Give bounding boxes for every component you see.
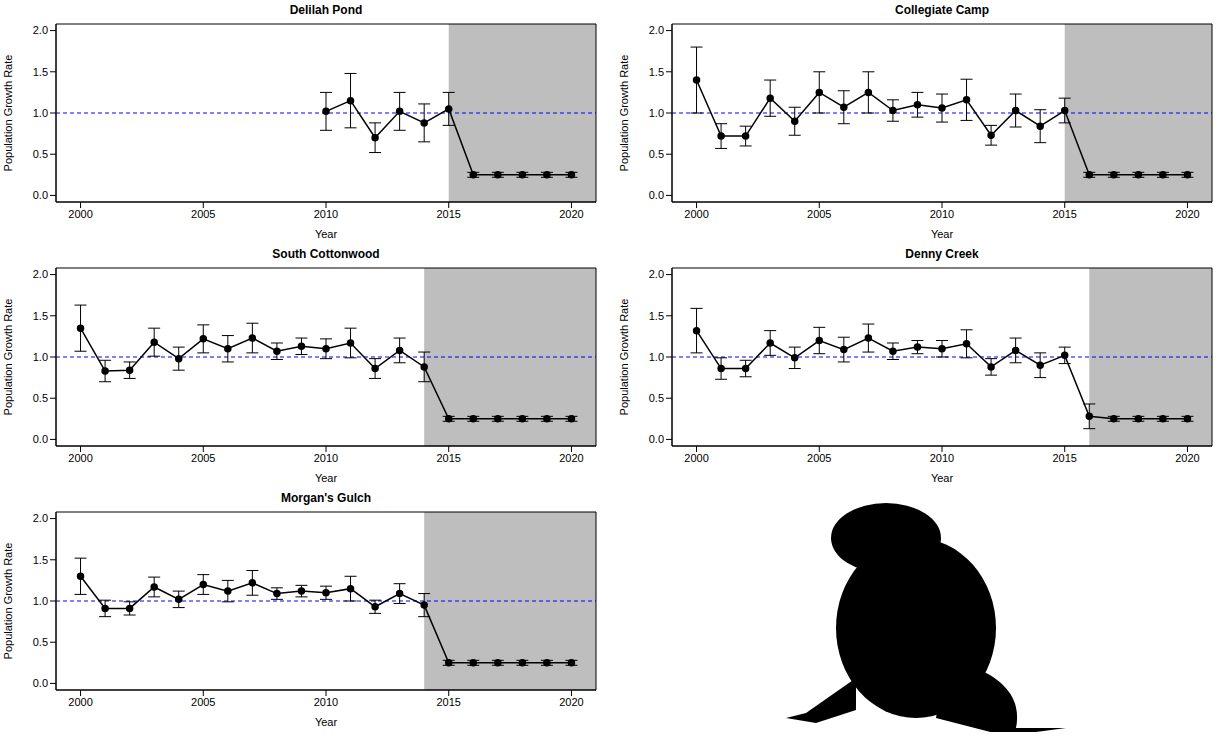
svg-text:2015: 2015	[436, 696, 460, 708]
svg-text:2000: 2000	[68, 452, 92, 464]
svg-text:1.0: 1.0	[33, 351, 48, 363]
svg-text:Population Growth Rate: Population Growth Rate	[618, 299, 630, 416]
svg-text:0.5: 0.5	[649, 148, 664, 160]
svg-text:2000: 2000	[68, 208, 92, 220]
svg-text:2005: 2005	[807, 452, 831, 464]
svg-text:0.0: 0.0	[649, 433, 664, 445]
svg-text:0.5: 0.5	[33, 392, 48, 404]
svg-text:Year: Year	[315, 716, 338, 728]
svg-text:2005: 2005	[191, 696, 215, 708]
svg-text:2015: 2015	[436, 452, 460, 464]
html-text:Delilah Pond: Delilah Pond	[289, 3, 363, 17]
svg-text:Population Growth Rate: Population Growth Rate	[618, 55, 630, 172]
svg-text:2.0: 2.0	[649, 268, 664, 280]
svg-text:Population Growth Rate: Population Growth Rate	[2, 543, 14, 660]
html-text:Denny Creek: Denny Creek	[905, 247, 979, 261]
svg-text:2.0: 2.0	[33, 24, 48, 36]
svg-text:1.0: 1.0	[33, 107, 48, 119]
svg-text:Year: Year	[931, 472, 954, 484]
svg-text:Year: Year	[315, 472, 338, 484]
svg-text:0.0: 0.0	[33, 677, 48, 689]
html-text:Morgan's Gulch: Morgan's Gulch	[280, 491, 372, 505]
svg-text:2010: 2010	[314, 452, 338, 464]
svg-text:1.0: 1.0	[649, 107, 664, 119]
svg-text:0.5: 0.5	[649, 392, 664, 404]
svg-text:2015: 2015	[1052, 452, 1076, 464]
svg-text:1.5: 1.5	[649, 66, 664, 78]
svg-text:0.5: 0.5	[33, 636, 48, 648]
svg-text:2020: 2020	[1175, 452, 1199, 464]
svg-text:1.0: 1.0	[33, 595, 48, 607]
svg-text:2010: 2010	[930, 208, 954, 220]
svg-text:Year: Year	[315, 228, 338, 240]
svg-text:1.5: 1.5	[33, 310, 48, 322]
svg-text:2000: 2000	[684, 452, 708, 464]
svg-text:2010: 2010	[314, 208, 338, 220]
svg-text:2.0: 2.0	[33, 512, 48, 524]
svg-text:2020: 2020	[1175, 208, 1199, 220]
svg-text:2000: 2000	[684, 208, 708, 220]
svg-text:1.0: 1.0	[649, 351, 664, 363]
svg-text:2015: 2015	[436, 208, 460, 220]
svg-text:2005: 2005	[807, 208, 831, 220]
svg-text:1.5: 1.5	[649, 310, 664, 322]
svg-text:2015: 2015	[1052, 208, 1076, 220]
svg-text:2.0: 2.0	[649, 24, 664, 36]
svg-text:2005: 2005	[191, 208, 215, 220]
svg-text:2020: 2020	[559, 452, 583, 464]
svg-text:Population Growth Rate: Population Growth Rate	[2, 299, 14, 416]
svg-text:1.5: 1.5	[33, 554, 48, 566]
svg-text:2005: 2005	[191, 452, 215, 464]
svg-text:0.0: 0.0	[649, 189, 664, 201]
svg-text:2010: 2010	[930, 452, 954, 464]
svg-text:Population Growth Rate: Population Growth Rate	[2, 55, 14, 172]
svg-text:Year: Year	[931, 228, 954, 240]
svg-text:2.0: 2.0	[33, 268, 48, 280]
html-text:Collegiate Camp: Collegiate Camp	[895, 3, 989, 17]
svg-text:0.0: 0.0	[33, 189, 48, 201]
svg-text:0.5: 0.5	[33, 148, 48, 160]
html-text:South Cottonwood: South Cottonwood	[272, 247, 380, 261]
svg-text:2000: 2000	[68, 696, 92, 708]
svg-text:0.0: 0.0	[33, 433, 48, 445]
svg-text:1.5: 1.5	[33, 66, 48, 78]
svg-text:2010: 2010	[314, 696, 338, 708]
svg-text:2020: 2020	[559, 208, 583, 220]
svg-text:2020: 2020	[559, 696, 583, 708]
